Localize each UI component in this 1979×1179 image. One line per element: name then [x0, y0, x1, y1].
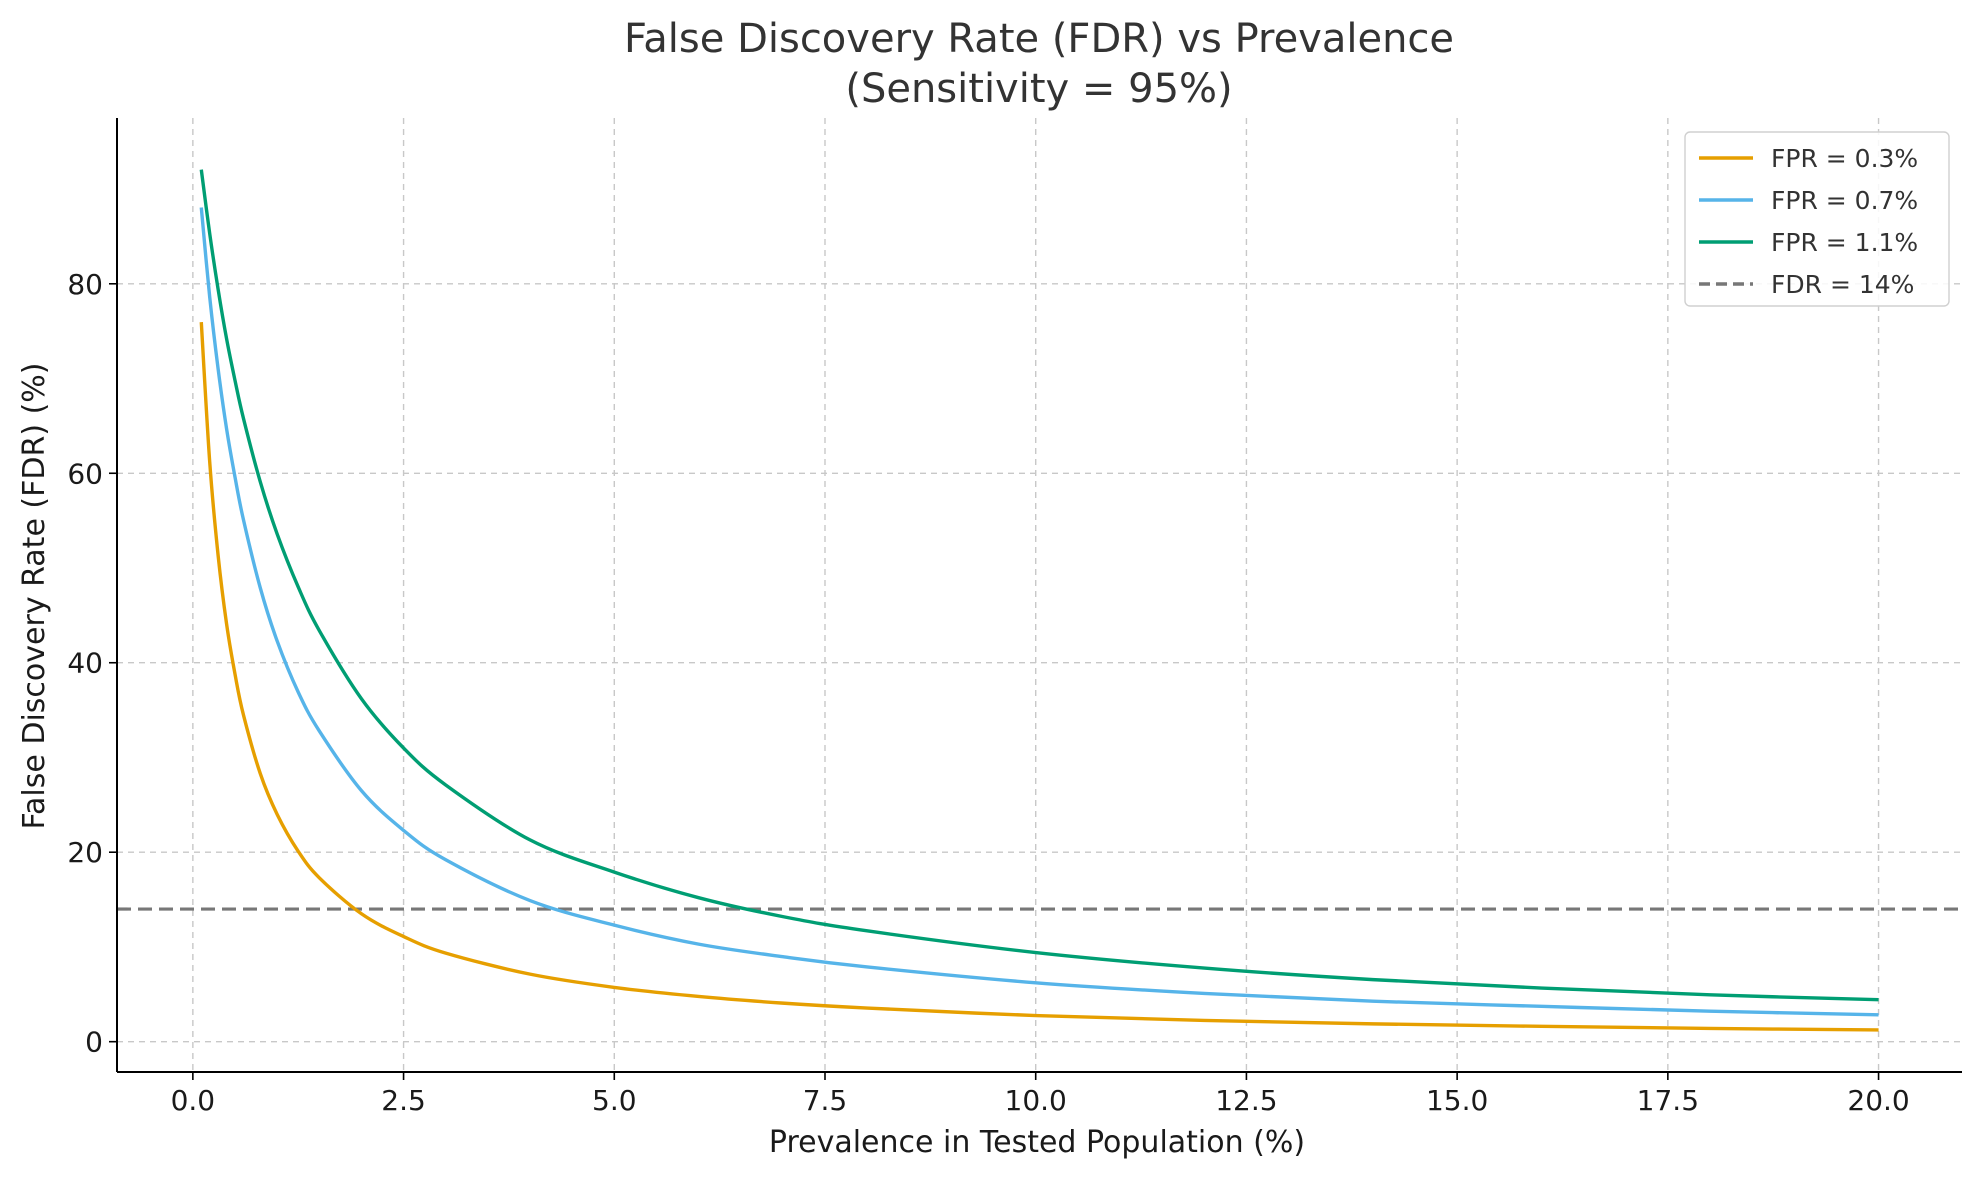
x-tick-label: 17.5	[1637, 1084, 1699, 1117]
x-tick-label: 12.5	[1215, 1084, 1277, 1117]
x-tick-label: 7.5	[803, 1084, 848, 1117]
x-tick-label: 5.0	[592, 1084, 637, 1117]
series-line-fpr-0-3	[199, 322, 1879, 1032]
grid	[117, 118, 1962, 1072]
legend-label: FPR = 0.3%	[1771, 144, 1918, 173]
y-tick-label: 0	[85, 1026, 103, 1059]
y-tick-label: 20	[67, 836, 103, 869]
y-tick-label: 60	[67, 457, 103, 490]
x-tick-label: 20.0	[1847, 1084, 1909, 1117]
legend: FPR = 0.3% FPR = 0.7% FPR = 1.1% FDR = 14%	[1684, 131, 1950, 307]
legend-label: FPR = 0.7%	[1771, 186, 1918, 215]
series-line-fpr-1-1	[199, 169, 1879, 1002]
legend-label: FDR = 14%	[1771, 270, 1914, 299]
chart-title: False Discovery Rate (FDR) vs Prevalence	[624, 16, 1454, 62]
y-tick-label: 40	[67, 647, 103, 680]
x-tick-label: 2.5	[381, 1084, 426, 1117]
axes	[116, 118, 1962, 1073]
x-tick-label: 10.0	[1005, 1084, 1067, 1117]
tick-labels: 0.0 2.5 5.0 7.5 10.0 12.5 15.0 17.5 20.0 0 20 40 60 8…	[67, 268, 1909, 1117]
legend-box	[1684, 131, 1950, 307]
legend-label: FPR = 1.1%	[1771, 228, 1918, 257]
plot-area	[117, 169, 1962, 1032]
x-axis-label: Prevalence in Tested Population (%)	[769, 1125, 1305, 1160]
chart-subtitle: (Sensitivity = 95%)	[845, 66, 1232, 112]
series-line-fpr-0-7	[199, 207, 1879, 1017]
y-axis-label: False Discovery Rate (FDR) (%)	[17, 363, 52, 830]
x-tick-label: 0.0	[171, 1084, 216, 1117]
y-tick-label: 80	[67, 268, 103, 301]
x-tick-label: 15.0	[1426, 1084, 1488, 1117]
